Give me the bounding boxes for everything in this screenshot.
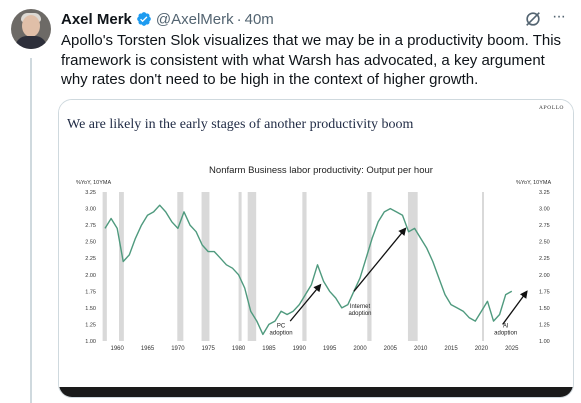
x-tick-label: 2000 [353,346,367,352]
annotation-label: adoption [348,311,371,317]
author-handle[interactable]: @AxelMerk [155,10,234,28]
y-tick-label-left: 1.00 [85,339,96,345]
x-tick-label: 2015 [444,346,458,352]
recession-band [302,192,307,341]
y-tick-label-right: 2.00 [539,273,550,279]
y-tick-label-right: 2.25 [539,256,550,262]
x-tick-label: 2020 [475,346,489,352]
chart-image[interactable]: APOLLO We are likely in the early stages… [58,99,574,398]
more-options-icon[interactable]: ··· [552,8,566,25]
y-tick-label-right: 3.25 [539,190,550,196]
author-name[interactable]: Axel Merk [61,10,132,28]
y-tick-label-left: 1.75 [85,289,96,295]
dot-separator: · [236,10,242,28]
recession-band [102,192,107,341]
x-tick-label: 2005 [384,346,398,352]
annotation-label: Internet [350,304,371,310]
chart-svg: APOLLO We are likely in the early stages… [59,100,573,397]
y-tick-label-left: 1.25 [85,322,96,328]
thread-line [30,58,32,403]
x-tick-label: 1990 [293,346,307,352]
recession-band [238,192,242,341]
y-axis-label-left: %YoY, 10YMA [76,180,111,186]
annotation-arrow [502,290,528,325]
x-tick-label: 1965 [141,346,155,352]
x-tick-label: 2025 [505,346,519,352]
x-tick-label: 1985 [262,346,276,352]
x-tick-label: 1960 [110,346,124,352]
y-tick-label-left: 2.75 [85,223,96,229]
x-tick-label: 2010 [414,346,428,352]
annotation-arrow [353,227,407,292]
annotation-label: adoption [494,331,517,337]
recession-band [118,192,124,341]
avatar[interactable] [11,9,51,49]
y-tick-label-left: 1.50 [85,306,96,312]
x-tick-label: 1980 [232,346,246,352]
y-tick-label-right: 1.25 [539,322,550,328]
y-tick-label-left: 3.00 [85,207,96,213]
y-tick-label-right: 3.00 [539,207,550,213]
y-tick-label-right: 1.00 [539,339,550,345]
annotation-arrow [289,283,322,322]
recession-band [482,192,485,341]
chart-headline: We are likely in the early stages of ano… [67,117,414,132]
x-tick-label: 1970 [171,346,185,352]
y-tick-label-left: 2.25 [85,256,96,262]
y-tick-label-left: 2.00 [85,273,96,279]
y-axis-label-right: %YoY, 10YMA [516,180,551,186]
x-tick-label: 1975 [202,346,216,352]
y-tick-label-left: 2.50 [85,240,96,246]
productivity-line [104,204,513,336]
annotation-label: PC [277,324,286,330]
recession-band [201,192,210,341]
y-tick-label-right: 2.75 [539,223,550,229]
recession-band [177,192,184,341]
y-tick-label-right: 1.50 [539,306,550,312]
chart-brand: APOLLO [538,105,564,111]
annotation-label: AI [503,324,509,330]
timestamp[interactable]: 40m [244,10,274,28]
verified-badge-icon [137,12,151,26]
y-tick-label-right: 1.75 [539,289,550,295]
annotation-label: adoption [270,331,293,337]
chart-title: Nonfarm Business labor productivity: Out… [209,165,433,176]
y-tick-label-right: 2.50 [539,240,550,246]
recession-band [407,192,418,341]
tweet-header: Axel Merk @AxelMerk · 40m [61,9,274,29]
recession-band [247,192,257,341]
x-tick-label: 1995 [323,346,337,352]
recession-band [367,192,372,341]
tweet-text: Apollo's Torsten Slok visualizes that we… [61,32,562,88]
grok-icon[interactable] [524,10,542,28]
y-tick-label-left: 3.25 [85,190,96,196]
